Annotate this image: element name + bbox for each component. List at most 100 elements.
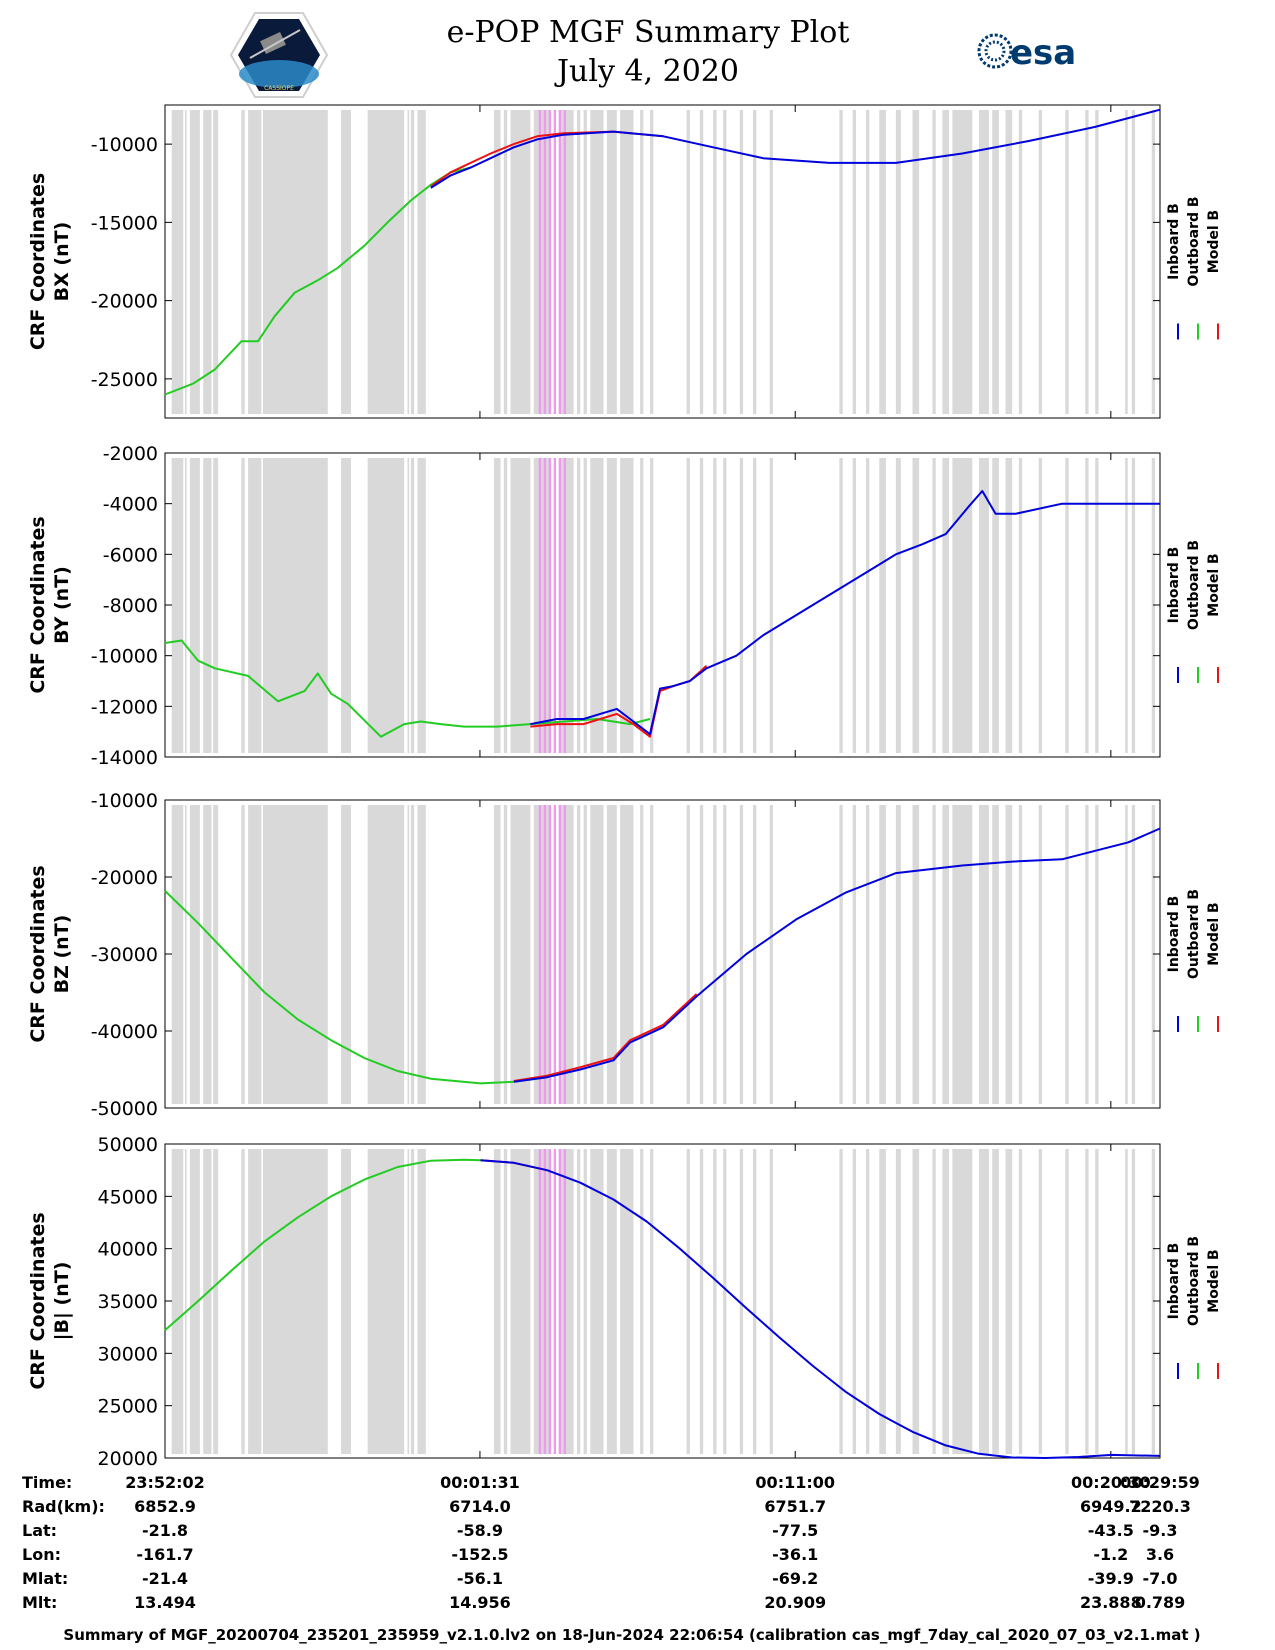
table-cell: -77.5 <box>772 1521 818 1540</box>
data-gap-band <box>606 110 617 414</box>
data-gap-band <box>576 110 581 414</box>
data-gap-band <box>699 805 704 1104</box>
data-gap-band <box>952 805 973 1104</box>
data-gap-band <box>410 805 415 1104</box>
y-tick-label: -15000 <box>91 212 158 234</box>
y-tick-label: 30000 <box>98 1343 158 1365</box>
data-gap-band <box>576 458 581 753</box>
table-cell: 14.956 <box>449 1593 511 1612</box>
data-gap-band <box>590 1149 604 1454</box>
data-gap-band <box>1095 458 1099 753</box>
data-gap-band <box>852 458 857 753</box>
data-gap-band <box>739 110 744 414</box>
data-gap-band <box>576 1149 581 1454</box>
data-gap-band <box>407 110 410 414</box>
data-gap-band <box>203 805 212 1104</box>
legend-label: Outboard B <box>1186 889 1202 979</box>
y-axis-label: CRF Coordinates <box>27 1212 49 1389</box>
table-cell: 00:29:59 <box>1120 1473 1200 1492</box>
data-gap-band <box>503 1149 508 1454</box>
data-gap-band <box>952 1149 973 1454</box>
table-row-label: Lon: <box>22 1545 61 1564</box>
data-gap-band <box>341 805 352 1104</box>
data-gap-band <box>1038 1149 1043 1454</box>
data-gap-band <box>510 458 531 753</box>
data-gap-band <box>213 458 219 753</box>
data-gap-band <box>493 110 501 414</box>
legend: Inboard B Outboard B Model B <box>1166 196 1222 340</box>
data-gap-band <box>1065 805 1069 1104</box>
table-cell: 0.789 <box>1135 1593 1186 1612</box>
table-cell: 23:52:02 <box>125 1473 205 1492</box>
event-band <box>553 458 557 753</box>
data-gap-band <box>1018 110 1023 414</box>
data-gap-band <box>769 805 773 1104</box>
data-gap-band <box>248 805 262 1104</box>
event-band <box>563 805 566 1104</box>
data-gap-band <box>493 805 501 1104</box>
data-gap-band <box>723 110 727 414</box>
data-gap-band <box>992 110 999 414</box>
series-outboard-b <box>164 166 471 396</box>
series-outboard-b <box>164 1158 481 1332</box>
table-cell: -1.2 <box>1093 1545 1128 1564</box>
data-gap-band <box>992 458 999 753</box>
y-tick-label: -2000 <box>103 443 158 465</box>
y-tick-label: 25000 <box>98 1396 158 1418</box>
data-gap-band <box>184 1149 187 1454</box>
data-gap-band <box>895 110 901 414</box>
data-gap-band <box>699 1149 704 1454</box>
legend: Inboard B Outboard B Model B <box>1166 540 1222 683</box>
data-gap-band <box>410 458 415 753</box>
table-cell: 7220.3 <box>1129 1497 1191 1516</box>
data-gap-band <box>769 458 773 753</box>
data-gap-band <box>978 1149 989 1454</box>
data-gap-band <box>1038 805 1043 1104</box>
data-gap-band <box>753 805 757 1104</box>
table-cell: -161.7 <box>136 1545 193 1564</box>
data-gap-band <box>171 1149 184 1454</box>
legend-label: Inboard B <box>1166 203 1182 280</box>
data-gap-band <box>171 110 184 414</box>
table-row-label: Rad(km): <box>22 1497 105 1516</box>
data-gap-band <box>942 805 950 1104</box>
data-gap-band <box>533 805 551 1104</box>
y-tick-label: -40000 <box>91 1021 158 1043</box>
table-row-label: Lat: <box>22 1521 57 1540</box>
table-row-label: Mlat: <box>22 1569 68 1588</box>
data-gap-band <box>865 110 870 414</box>
data-gap-band <box>1095 805 1099 1104</box>
event-band <box>563 110 566 414</box>
event-band <box>553 110 557 414</box>
data-gap-band <box>723 1149 727 1454</box>
data-gap-band <box>590 110 604 414</box>
panel-3: -10000 -20000 -30000 -40000 -50000 CRF Coordi… <box>27 790 1222 1120</box>
data-gap-band <box>650 805 654 1104</box>
data-gap-band <box>932 110 936 414</box>
y-tick-label: -8000 <box>103 595 158 617</box>
legend-label: Model B <box>1206 210 1222 273</box>
data-gap-band <box>753 110 757 414</box>
data-gap-band <box>1005 458 1013 753</box>
data-gap-band <box>1125 458 1128 753</box>
data-gap-band <box>912 458 920 753</box>
data-gap-band <box>620 805 634 1104</box>
data-gap-band <box>213 110 219 414</box>
series-inboard-b <box>480 1159 1161 1459</box>
data-gap-band <box>852 1149 857 1454</box>
event-band <box>553 1149 557 1454</box>
data-gap-band <box>1095 110 1099 414</box>
y-tick-label: -25000 <box>91 369 158 391</box>
data-gap-band <box>932 1149 936 1454</box>
data-gap-band <box>241 1149 245 1454</box>
data-gap-band <box>699 110 704 414</box>
data-gap-band <box>560 1149 574 1454</box>
data-gap-band <box>942 110 950 414</box>
esa-logo-text: esa <box>1010 33 1076 73</box>
event-band <box>538 805 542 1104</box>
data-gap-band <box>263 110 328 414</box>
data-gap-band <box>895 1149 901 1454</box>
y-tick-label: -10000 <box>91 646 158 668</box>
data-gap-band <box>753 1149 757 1454</box>
